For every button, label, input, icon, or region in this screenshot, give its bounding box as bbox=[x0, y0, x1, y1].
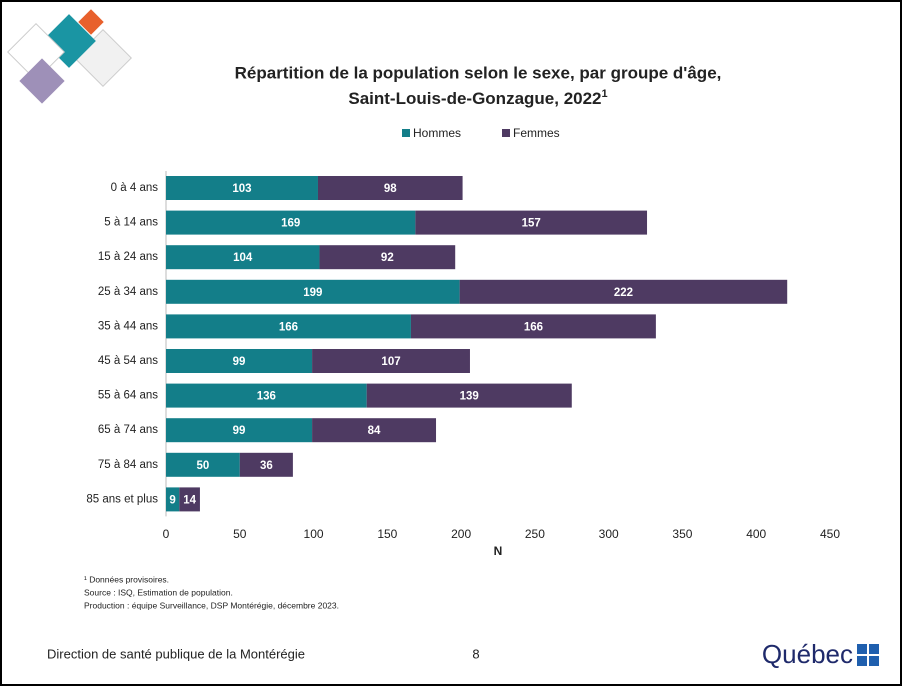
y-tick-label: 15 à 24 ans bbox=[98, 251, 158, 263]
bar-segment bbox=[166, 383, 367, 408]
bar-segment bbox=[179, 487, 200, 512]
data-label: 199 bbox=[303, 287, 322, 299]
x-tick-label: 300 bbox=[599, 527, 619, 541]
x-tick-label: 0 bbox=[163, 527, 170, 541]
bar-segment bbox=[166, 176, 318, 200]
chart-title-line: Saint-Louis-de-Gonzague, 20221 bbox=[348, 88, 607, 109]
y-tick-label: 5 à 14 ans bbox=[104, 217, 158, 229]
decoration bbox=[7, 9, 132, 104]
chart-title: Répartition de la population selon le se… bbox=[235, 63, 722, 82]
bar-segment bbox=[166, 418, 313, 443]
y-tick-label: 55 à 64 ans bbox=[98, 390, 158, 402]
bar-segment bbox=[166, 210, 416, 235]
logo-flag bbox=[857, 644, 879, 666]
data-label: 166 bbox=[279, 321, 298, 333]
bar-segment bbox=[366, 383, 572, 408]
y-tick-label: 25 à 34 ans bbox=[98, 286, 158, 298]
bar-segment bbox=[459, 279, 788, 304]
x-tick-label: 400 bbox=[746, 527, 766, 541]
y-tick-label: 65 à 74 ans bbox=[98, 424, 158, 436]
y-tick-label: 85 ans et plus bbox=[86, 493, 158, 505]
data-label: 104 bbox=[233, 252, 253, 264]
footnote: Source : ISQ, Estimation de population. bbox=[84, 587, 233, 597]
data-label: 107 bbox=[381, 356, 400, 368]
chart-title: Saint-Louis-de-Gonzague, 2022 bbox=[348, 89, 601, 108]
data-label: 84 bbox=[368, 425, 381, 437]
y-tick-label: 35 à 44 ans bbox=[98, 320, 158, 332]
bar-segment bbox=[166, 245, 320, 270]
bar-segment bbox=[312, 418, 437, 443]
bar-segment bbox=[166, 349, 313, 373]
data-label: 50 bbox=[196, 460, 209, 472]
data-label: 136 bbox=[257, 391, 276, 403]
bar-segment bbox=[166, 487, 180, 512]
bar-segment bbox=[312, 349, 470, 373]
legend-swatch bbox=[402, 129, 410, 137]
bar-segment bbox=[410, 314, 656, 339]
data-label: 99 bbox=[233, 425, 246, 437]
x-tick-label: 350 bbox=[672, 527, 692, 541]
footer-text: Direction de santé publique de la Montér… bbox=[47, 646, 305, 661]
x-tick-label: 150 bbox=[377, 527, 397, 541]
data-label: 139 bbox=[460, 391, 479, 403]
data-label: 36 bbox=[260, 460, 273, 472]
logo-text: Québec bbox=[762, 639, 853, 669]
data-label: 9 bbox=[169, 494, 175, 506]
bar-segment bbox=[166, 279, 460, 304]
y-tick-label: 75 à 84 ans bbox=[98, 459, 158, 471]
data-label: 222 bbox=[614, 287, 633, 299]
bar-segment bbox=[166, 314, 411, 339]
bar-segment bbox=[319, 245, 456, 270]
data-label: 92 bbox=[381, 252, 394, 264]
data-label: 103 bbox=[232, 183, 251, 195]
y-tick-label: 45 à 54 ans bbox=[98, 355, 158, 367]
data-label: 169 bbox=[281, 218, 300, 230]
data-label: 157 bbox=[522, 218, 541, 230]
x-tick-label: 450 bbox=[820, 527, 840, 541]
x-tick-label: 250 bbox=[525, 527, 545, 541]
bar-segment bbox=[317, 176, 463, 200]
bar-segment bbox=[415, 210, 648, 235]
y-tick-label: 0 à 4 ans bbox=[111, 182, 159, 194]
data-label: 14 bbox=[183, 494, 196, 506]
x-tick-label: 50 bbox=[233, 527, 247, 541]
data-label: 166 bbox=[524, 321, 543, 333]
bar-segment bbox=[239, 452, 293, 477]
x-tick-label: 200 bbox=[451, 527, 471, 541]
footnote: Production : équipe Surveillance, DSP Mo… bbox=[84, 600, 339, 610]
data-label: 98 bbox=[384, 183, 397, 195]
page-number: 8 bbox=[472, 646, 479, 661]
legend-swatch bbox=[502, 129, 510, 137]
footnote: ¹ Données provisoires. bbox=[84, 574, 169, 584]
x-tick-label: 100 bbox=[304, 527, 324, 541]
title-superscript: 1 bbox=[602, 88, 608, 100]
bar-segment bbox=[166, 452, 240, 477]
legend-label: Femmes bbox=[513, 126, 560, 140]
legend-label: Hommes bbox=[413, 126, 461, 140]
data-label: 99 bbox=[233, 356, 246, 368]
x-axis-label: N bbox=[494, 544, 503, 558]
